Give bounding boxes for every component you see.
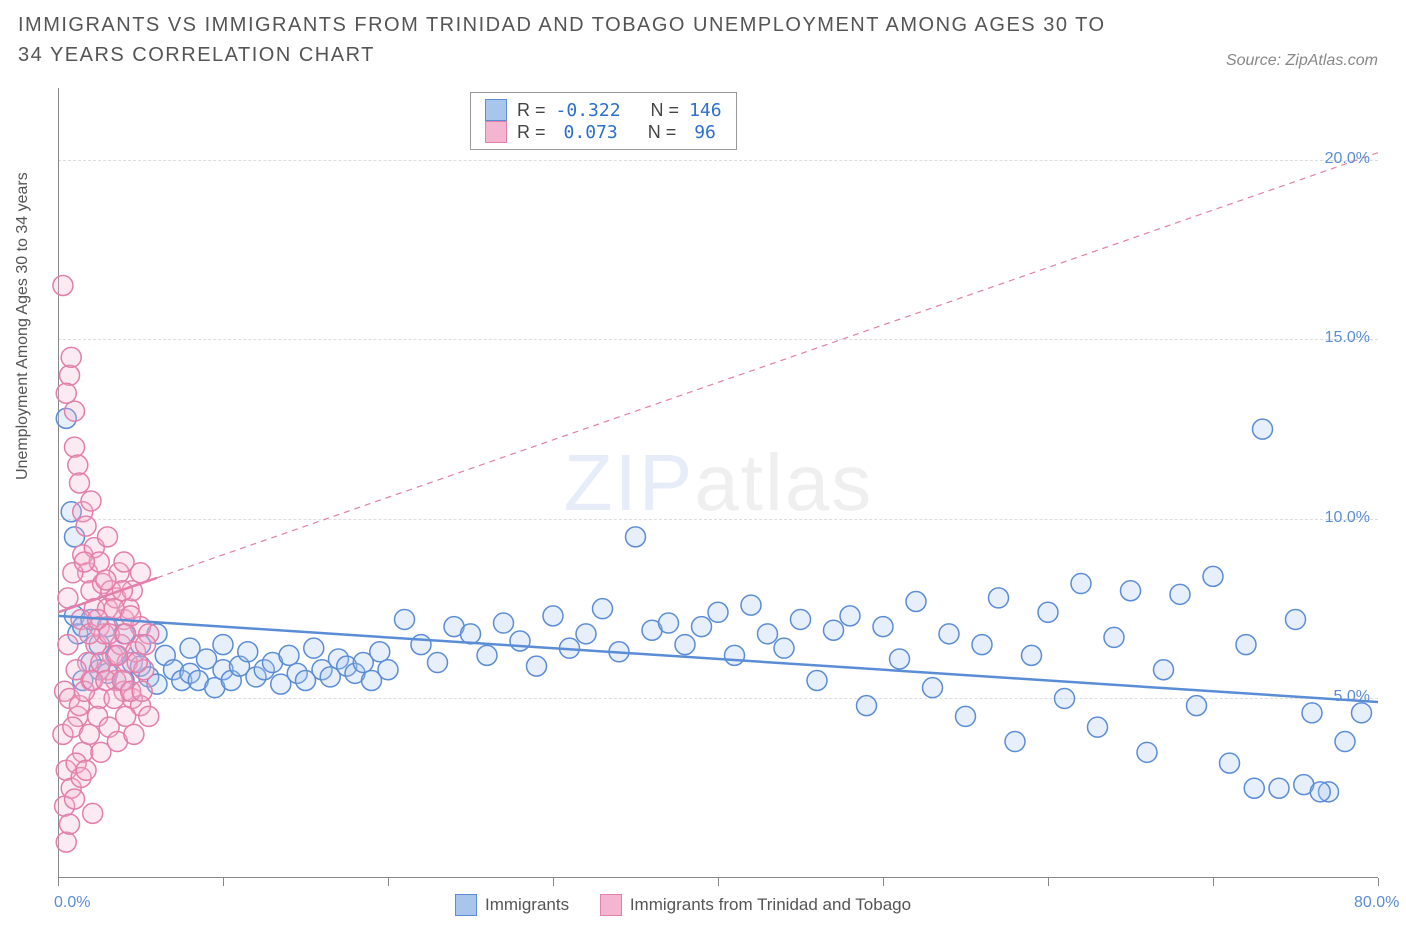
- legend-item-blue: Immigrants: [455, 894, 569, 916]
- legend-stats: R = -0.322 N = 146 R = 0.073 N = 96: [470, 92, 737, 150]
- r-value-pink: 0.073: [556, 122, 618, 143]
- chart-svg: [58, 88, 1378, 878]
- x-tick-label: 0.0%: [54, 894, 90, 912]
- legend-label-blue: Immigrants: [485, 895, 569, 915]
- chart-title: IMMIGRANTS VS IMMIGRANTS FROM TRINIDAD A…: [18, 10, 1118, 70]
- source-credit: Source: ZipAtlas.com: [1226, 52, 1378, 70]
- legend-stats-row-pink: R = 0.073 N = 96: [485, 121, 722, 143]
- x-tick-label: 80.0%: [1354, 894, 1399, 912]
- r-label: R =: [517, 100, 546, 121]
- legend-swatch-pink: [485, 121, 507, 143]
- legend-swatch-pink: [600, 894, 622, 916]
- n-value-pink: 96: [686, 122, 716, 143]
- n-label: N =: [651, 100, 680, 121]
- y-axis-label: Unemployment Among Ages 30 to 34 years: [14, 172, 32, 480]
- r-value-blue: -0.322: [556, 100, 621, 121]
- r-label: R =: [517, 122, 546, 143]
- y-tick-label: 20.0%: [1325, 150, 1370, 168]
- legend-label-pink: Immigrants from Trinidad and Tobago: [630, 895, 911, 915]
- legend-stats-row-blue: R = -0.322 N = 146: [485, 99, 722, 121]
- y-tick-label: 15.0%: [1325, 329, 1370, 347]
- legend-item-pink: Immigrants from Trinidad and Tobago: [600, 894, 911, 916]
- legend-swatch-blue: [455, 894, 477, 916]
- legend-swatch-blue: [485, 99, 507, 121]
- n-label: N =: [648, 122, 677, 143]
- legend-series: Immigrants Immigrants from Trinidad and …: [455, 894, 937, 921]
- y-tick-label: 5.0%: [1334, 688, 1370, 706]
- y-tick-label: 10.0%: [1325, 509, 1370, 527]
- n-value-blue: 146: [689, 100, 722, 121]
